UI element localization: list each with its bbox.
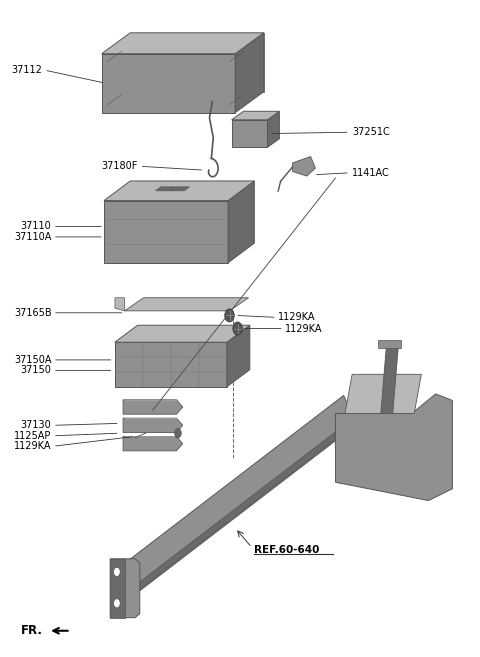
Polygon shape (378, 340, 401, 348)
Text: 37251C: 37251C (352, 127, 390, 137)
Polygon shape (232, 120, 267, 147)
Circle shape (175, 428, 181, 438)
Polygon shape (235, 33, 264, 112)
Polygon shape (102, 54, 235, 112)
Text: 37130: 37130 (21, 420, 51, 430)
Polygon shape (123, 400, 183, 414)
Polygon shape (130, 33, 264, 92)
Polygon shape (170, 187, 190, 191)
Circle shape (225, 309, 234, 322)
Text: REF.60-640: REF.60-640 (254, 545, 320, 555)
Polygon shape (381, 345, 398, 413)
Text: 1129KA: 1129KA (285, 323, 323, 334)
Text: 37110A: 37110A (14, 232, 51, 242)
Polygon shape (115, 298, 124, 311)
Polygon shape (102, 33, 264, 54)
Polygon shape (115, 342, 227, 387)
Polygon shape (232, 111, 279, 120)
Circle shape (114, 599, 120, 608)
Text: 1129KA: 1129KA (14, 442, 51, 451)
Text: 1129KA: 1129KA (278, 312, 316, 323)
Polygon shape (110, 559, 140, 618)
Text: 37165B: 37165B (14, 307, 51, 318)
Polygon shape (123, 436, 183, 451)
Polygon shape (124, 298, 249, 311)
Text: 37180F: 37180F (101, 161, 137, 171)
Text: 1125AP: 1125AP (14, 431, 51, 441)
Polygon shape (156, 187, 175, 191)
Circle shape (233, 322, 242, 335)
Text: 37150A: 37150A (14, 355, 51, 365)
Polygon shape (104, 181, 254, 200)
Polygon shape (115, 325, 250, 342)
Polygon shape (228, 181, 254, 263)
Circle shape (114, 567, 120, 576)
Text: 37112: 37112 (11, 65, 42, 75)
Polygon shape (110, 559, 125, 618)
Polygon shape (123, 418, 183, 432)
Polygon shape (121, 51, 244, 95)
Text: 37150: 37150 (21, 365, 51, 375)
Polygon shape (227, 325, 250, 387)
Polygon shape (104, 200, 228, 263)
Text: 37110: 37110 (21, 221, 51, 231)
Polygon shape (267, 111, 279, 147)
Text: 1141AC: 1141AC (352, 168, 390, 178)
Polygon shape (336, 394, 452, 501)
Polygon shape (122, 396, 356, 595)
Text: FR.: FR. (21, 624, 42, 637)
Polygon shape (345, 374, 421, 413)
Polygon shape (292, 156, 315, 176)
Polygon shape (127, 422, 351, 598)
